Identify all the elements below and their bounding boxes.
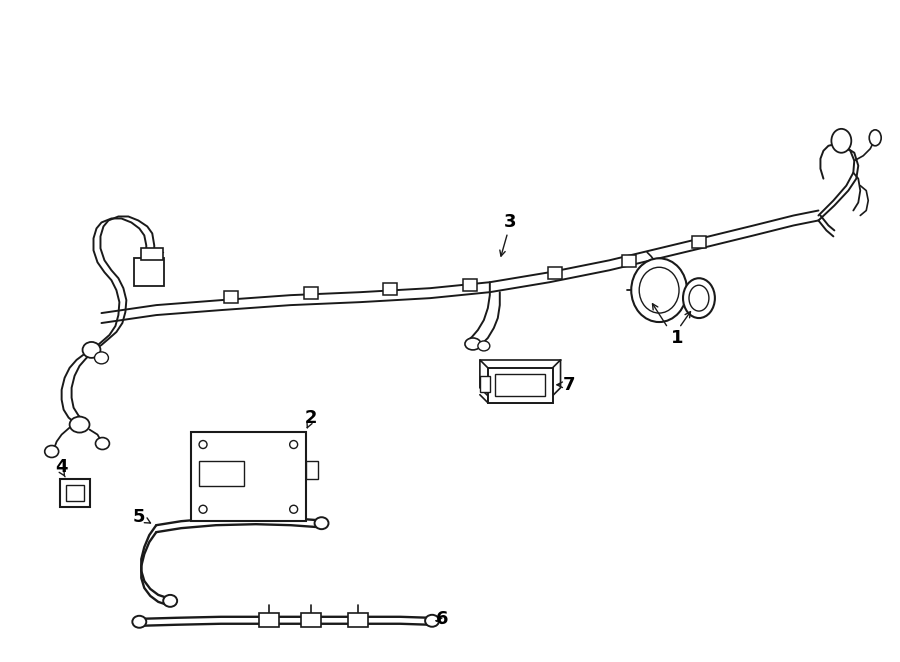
Text: 5: 5: [133, 508, 146, 526]
Bar: [191, 432, 306, 521]
Ellipse shape: [83, 342, 101, 358]
Bar: [488, 368, 553, 402]
Bar: [547, 267, 562, 279]
Bar: [59, 479, 89, 507]
Bar: [692, 236, 706, 248]
Ellipse shape: [832, 129, 851, 153]
Text: 4: 4: [56, 458, 68, 477]
Ellipse shape: [45, 446, 58, 457]
Ellipse shape: [163, 595, 177, 607]
Ellipse shape: [631, 258, 687, 322]
Ellipse shape: [869, 130, 881, 146]
Bar: [141, 248, 163, 260]
Ellipse shape: [683, 278, 715, 318]
Bar: [348, 613, 368, 627]
Ellipse shape: [199, 440, 207, 448]
Bar: [622, 256, 636, 267]
Ellipse shape: [290, 440, 298, 448]
Bar: [199, 461, 244, 487]
Text: 7: 7: [563, 376, 576, 394]
Bar: [480, 376, 490, 392]
Ellipse shape: [95, 438, 110, 449]
Text: 1: 1: [670, 329, 683, 347]
Text: 6: 6: [436, 610, 448, 628]
Ellipse shape: [69, 416, 89, 432]
Ellipse shape: [94, 352, 108, 364]
Ellipse shape: [132, 616, 147, 628]
Ellipse shape: [478, 341, 490, 351]
Ellipse shape: [290, 505, 298, 513]
Ellipse shape: [199, 505, 207, 513]
Text: 2: 2: [304, 408, 317, 426]
Bar: [259, 613, 279, 627]
Ellipse shape: [65, 487, 75, 496]
Bar: [495, 374, 544, 396]
Ellipse shape: [689, 285, 709, 311]
Bar: [224, 291, 238, 303]
Ellipse shape: [74, 495, 84, 505]
Bar: [301, 613, 320, 627]
Bar: [66, 485, 84, 501]
Text: 3: 3: [503, 213, 516, 232]
Ellipse shape: [315, 517, 328, 529]
Bar: [383, 283, 397, 295]
Ellipse shape: [65, 495, 75, 505]
Bar: [306, 461, 318, 479]
Ellipse shape: [74, 487, 84, 496]
Ellipse shape: [425, 615, 439, 627]
Ellipse shape: [639, 267, 679, 313]
Bar: [463, 279, 477, 291]
Bar: [303, 287, 318, 299]
Ellipse shape: [465, 338, 481, 350]
Ellipse shape: [154, 266, 162, 274]
Bar: [134, 258, 164, 286]
